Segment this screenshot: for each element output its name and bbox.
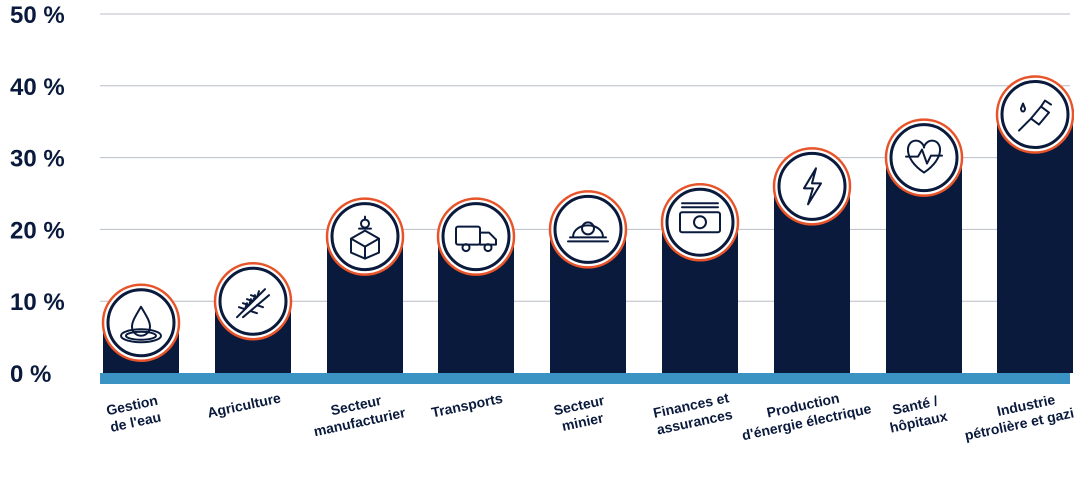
y-tick-label: 40 %: [10, 74, 65, 101]
y-tick-label: 50 %: [10, 2, 65, 29]
truck-icon: [436, 197, 516, 276]
y-tick-label: 10 %: [10, 289, 65, 316]
y-axis-ticks: 0 % 10 % 20 % 30 % 40 % 50 %: [10, 2, 65, 388]
x-axis-baseline: [100, 373, 1070, 384]
banknote-icon: [660, 182, 740, 262]
x-tick-label: Secteurminier: [552, 392, 610, 435]
x-tick-label: Transports: [430, 390, 504, 421]
x-tick-label: Agriculture: [206, 389, 283, 420]
x-tick-label: Gestionde l'eau: [105, 392, 163, 435]
factory-box-icon: [325, 197, 405, 276]
water-drop-icon: [101, 283, 181, 362]
y-tick-label: 30 %: [10, 146, 65, 173]
y-tick-label: 20 %: [10, 217, 65, 244]
x-tick-label: Finances etassurances: [652, 389, 735, 437]
x-axis-labels: Gestionde l'eau Agriculture Secteurmanufac…: [105, 383, 1074, 444]
x-tick-label: Industriepétrolière et gazière: [960, 383, 1074, 443]
fuel-nozzle-icon: [995, 75, 1074, 154]
mining-helmet-icon: [548, 190, 628, 269]
x-tick-label: Santé /hôpitaux: [885, 391, 949, 435]
lightning-bolt-icon: [772, 147, 852, 226]
x-tick-label: Productiond'énergie électrique: [737, 384, 873, 444]
wheat-icon: [213, 261, 293, 341]
y-tick-label: 0 %: [10, 361, 51, 388]
bar: [997, 114, 1073, 374]
category-icons: [101, 75, 1074, 362]
heart-pulse-icon: [884, 118, 964, 197]
x-tick-label: Secteurmanufacturier: [309, 387, 408, 439]
